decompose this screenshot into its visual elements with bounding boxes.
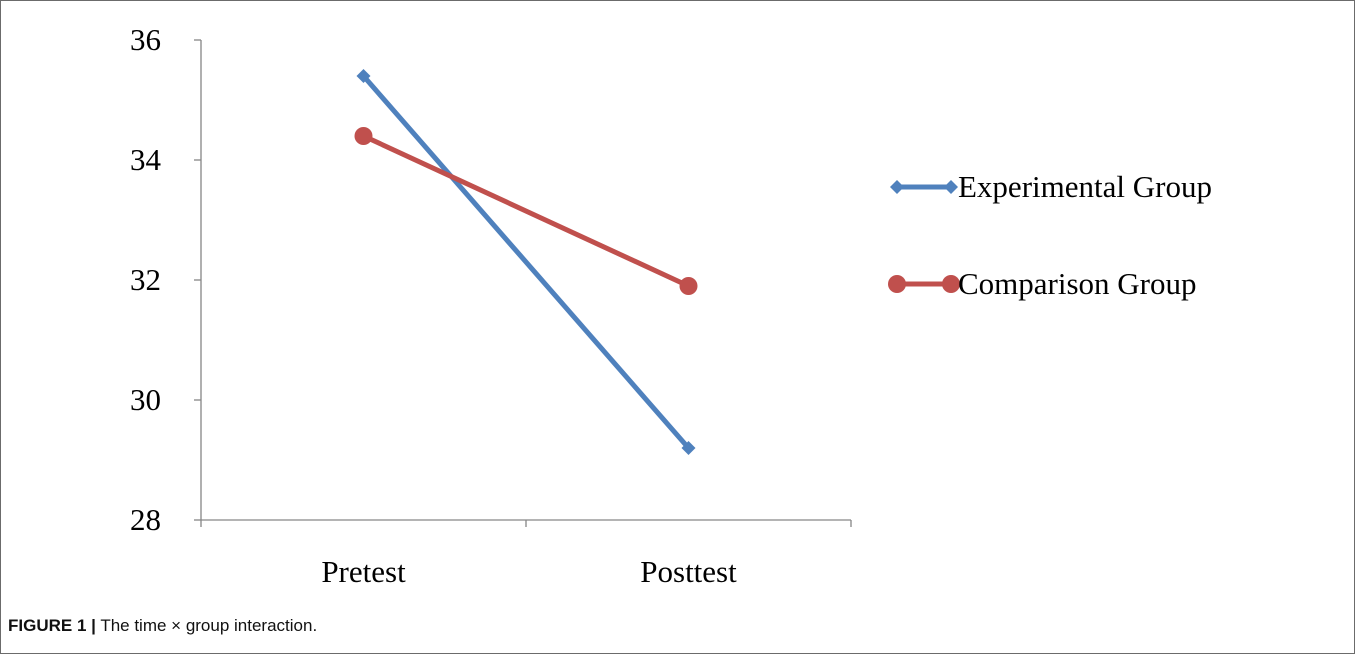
data-point	[356, 69, 371, 83]
chart-series	[354, 69, 698, 455]
x-tick-label: Pretest	[321, 554, 406, 589]
line-chart: 28 30 32 34 36 Pretest Posttest Experimental …	[130, 22, 1212, 589]
legend-swatch-marker	[944, 180, 958, 194]
y-tick-label: 30	[130, 382, 161, 417]
figure-caption: FIGURE 1 | The time × group interaction.	[8, 616, 317, 636]
legend-swatch-marker	[942, 275, 960, 293]
y-tick-label: 32	[130, 262, 161, 297]
y-tick-label: 36	[130, 22, 161, 57]
x-axis-ticks: Pretest Posttest	[200, 520, 852, 589]
data-point	[354, 127, 373, 145]
series-line	[361, 74, 691, 450]
y-axis-ticks: 28 30 32 34 36	[130, 22, 201, 537]
data-point	[681, 441, 696, 455]
legend-label: Comparison Group	[958, 266, 1197, 301]
chart-legend: Experimental Group Comparison Group	[888, 169, 1212, 301]
figure-number: FIGURE 1 |	[8, 616, 96, 635]
y-tick-label: 28	[130, 502, 161, 537]
series-line	[362, 133, 690, 289]
legend-swatch-marker	[890, 180, 904, 194]
data-point	[679, 277, 698, 295]
chart-axes	[200, 40, 851, 521]
x-tick-label: Posttest	[640, 554, 737, 589]
y-tick-label: 34	[130, 142, 162, 177]
figure-caption-text: The time × group interaction.	[100, 616, 318, 635]
legend-label: Experimental Group	[958, 169, 1212, 204]
legend-swatch-marker	[888, 275, 906, 293]
